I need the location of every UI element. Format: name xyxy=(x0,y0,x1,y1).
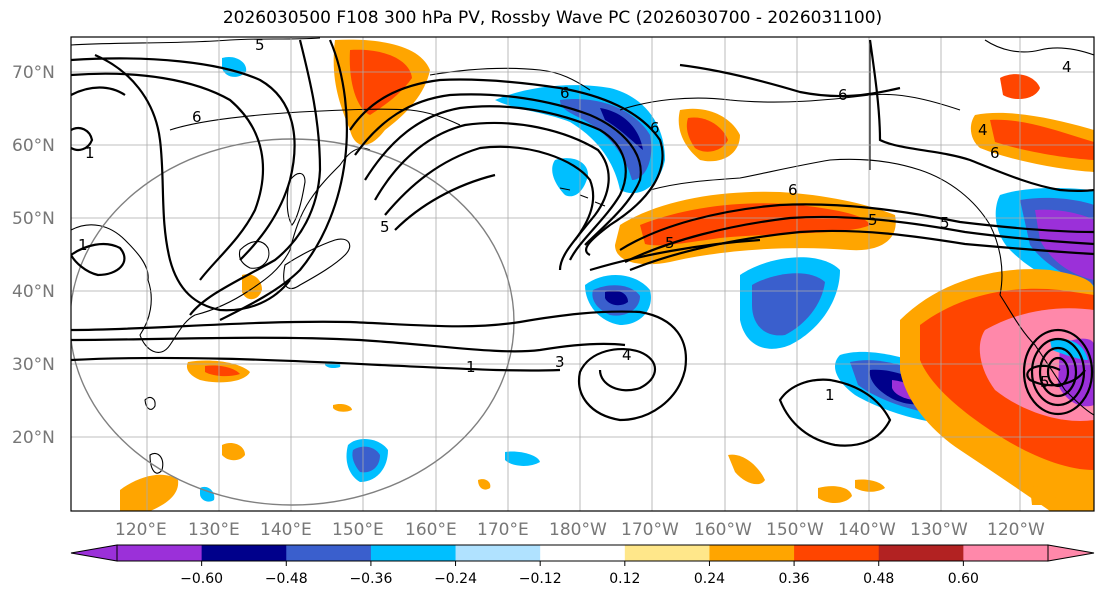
contour-labels: 5 6 1 6 6 6 5 5 1 1 3 4 1 5 6 5 6 4 5 4 xyxy=(78,36,1072,404)
contour-label: 1 xyxy=(78,236,88,254)
lon-label: 180°W xyxy=(549,520,607,540)
pv-shading xyxy=(120,39,1094,511)
colorbar-segment xyxy=(286,545,372,561)
contour-label: 6 xyxy=(990,144,1000,162)
contour-label: 5 xyxy=(380,218,390,236)
colorbar-extend-right xyxy=(1047,544,1095,562)
colorbar-segment xyxy=(794,545,880,561)
lon-label: 120°E xyxy=(115,520,167,540)
lon-label: 160°W xyxy=(694,520,752,540)
contour-label: 4 xyxy=(1062,58,1072,76)
colorbar-segment xyxy=(370,545,457,561)
lon-label: 130°W xyxy=(910,520,968,540)
lat-label: 70°N xyxy=(12,63,55,83)
contour-label: 1 xyxy=(466,358,476,376)
colorbar-tick-label: 0.48 xyxy=(863,571,894,587)
contour-label: 5 xyxy=(255,36,265,54)
contour-label: 1 xyxy=(85,144,95,162)
colorbar-segment xyxy=(117,545,203,561)
contour-label: 6 xyxy=(560,84,570,102)
contour-label: 5 xyxy=(665,234,675,252)
colorbar-segment xyxy=(963,545,1049,561)
lon-label: 170°W xyxy=(621,520,679,540)
colorbar-tick-label: 0.36 xyxy=(779,571,810,587)
contour-label: 1 xyxy=(825,386,835,404)
lon-label: 150°E xyxy=(332,520,384,540)
contour-label: 6 xyxy=(838,86,848,104)
lat-label: 20°N xyxy=(12,428,55,448)
contour-label: 4 xyxy=(978,121,988,139)
contour-label: 6 xyxy=(788,181,798,199)
contour-label: 4 xyxy=(622,346,632,364)
map-title: 2026030500 F108 300 hPa PV, Rossby Wave … xyxy=(222,8,883,28)
colorbar: −0.60 −0.48 −0.36 −0.24 −0.12 0.12 0.24 0.36 0.4… xyxy=(70,544,1095,587)
colorbar-tick-label: 0.60 xyxy=(948,571,979,587)
colorbar-tick-label: −0.24 xyxy=(434,571,477,587)
colorbar-segment xyxy=(624,545,710,561)
lon-label: 140°E xyxy=(260,520,312,540)
lat-axis: 70°N 60°N 50°N 40°N 30°N 20°N xyxy=(12,63,55,448)
contour-label: 5 xyxy=(940,214,950,232)
grid xyxy=(71,37,1094,511)
colorbar-extend-left xyxy=(70,544,118,562)
map-frame xyxy=(70,36,1095,512)
colorbar-tick-label: 0.24 xyxy=(694,571,725,587)
lon-label: 130°E xyxy=(188,520,240,540)
coastlines xyxy=(71,37,1094,474)
lon-label: 170°E xyxy=(477,520,529,540)
contour-label: 5 xyxy=(868,211,878,229)
lat-label: 30°N xyxy=(12,355,55,375)
colorbar-tick-label: 0.12 xyxy=(609,571,640,587)
lat-label: 50°N xyxy=(12,209,55,229)
colorbar-tick-label: −0.36 xyxy=(349,571,392,587)
colorbar-segment xyxy=(455,545,541,561)
contour-label: 6 xyxy=(192,108,202,126)
lat-label: 60°N xyxy=(12,136,55,156)
colorbar-segment xyxy=(540,545,626,561)
lon-label: 150°W xyxy=(766,520,824,540)
colorbar-segment xyxy=(709,545,795,561)
lon-label: 140°W xyxy=(838,520,896,540)
colorbar-segment xyxy=(878,545,964,561)
lon-label: 120°W xyxy=(987,520,1045,540)
lat-label: 40°N xyxy=(12,282,55,302)
lon-label: 160°E xyxy=(405,520,457,540)
colorbar-segment xyxy=(201,545,287,561)
colorbar-tick-label: −0.60 xyxy=(180,571,223,587)
contour-label: 5 xyxy=(1040,373,1050,391)
contour-label: 3 xyxy=(555,353,565,371)
pv-contours xyxy=(71,39,1094,447)
lon-axis: 120°E 130°E 140°E 150°E 160°E 170°E 180°… xyxy=(115,520,1045,540)
contour-label: 6 xyxy=(650,119,660,137)
colorbar-tick-label: −0.48 xyxy=(265,571,308,587)
colorbar-tick-label: −0.12 xyxy=(519,571,562,587)
